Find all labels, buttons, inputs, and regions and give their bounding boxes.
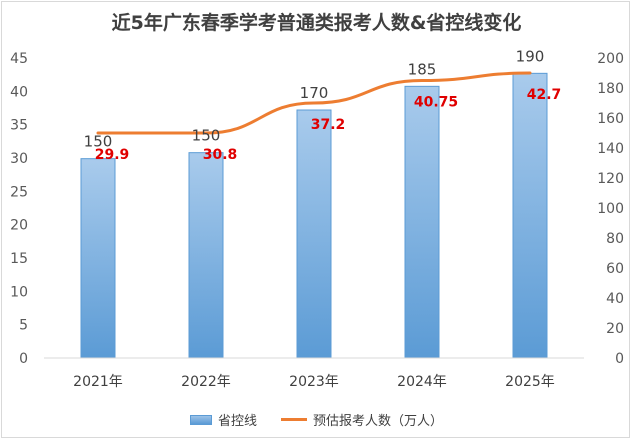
line-label: 42.7 xyxy=(527,87,562,103)
line-label: 30.8 xyxy=(203,147,238,163)
line-label: 29.9 xyxy=(95,147,130,163)
right-tick-label: 120 xyxy=(597,171,624,187)
line-label: 37.2 xyxy=(311,117,346,133)
right-tick-label: 100 xyxy=(597,201,624,217)
legend-item-bar: 省控线 xyxy=(189,410,257,429)
right-tick-label: 200 xyxy=(597,51,624,67)
right-tick-label: 180 xyxy=(597,81,624,97)
right-tick-label: 40 xyxy=(606,291,624,307)
x-tick-label: 2023年 xyxy=(289,374,339,390)
x-tick-label: 2024年 xyxy=(397,374,447,390)
right-tick-label: 0 xyxy=(615,351,624,367)
bar xyxy=(80,158,116,359)
line-label: 40.75 xyxy=(414,95,458,111)
left-tick-label: 15 xyxy=(10,251,28,267)
bar xyxy=(512,72,548,359)
bar-label: 190 xyxy=(516,47,545,65)
legend-item-line: 预估报考人数（万人） xyxy=(281,410,443,429)
bar-label: 150 xyxy=(84,133,113,151)
legend-line-label: 预估报考人数（万人） xyxy=(313,414,444,429)
left-tick-label: 45 xyxy=(10,51,28,67)
line-series xyxy=(96,71,532,135)
left-tick-label: 0 xyxy=(19,351,28,367)
left-tick-label: 40 xyxy=(10,84,28,100)
left-tick-label: 10 xyxy=(10,284,28,300)
x-tick-label: 2022年 xyxy=(181,374,231,390)
legend-bar-label: 省控线 xyxy=(217,414,257,429)
x-tick-label: 2025年 xyxy=(505,374,555,390)
right-tick-label: 140 xyxy=(597,141,624,157)
right-tick-label: 80 xyxy=(606,231,624,247)
bar-label: 185 xyxy=(408,60,437,78)
right-tick-label: 20 xyxy=(606,321,624,337)
left-tick-label: 5 xyxy=(19,318,28,334)
chart-title: 近5年广东春季学考普通类报考人数&省控线变化 xyxy=(111,12,522,34)
right-tick-label: 60 xyxy=(606,261,624,277)
x-tick-label: 2021年 xyxy=(73,374,123,390)
bar-label: 170 xyxy=(300,84,329,102)
left-tick-label: 25 xyxy=(10,184,28,200)
bar xyxy=(296,109,332,359)
bar xyxy=(404,85,440,359)
left-tick-label: 20 xyxy=(10,218,28,234)
right-tick-label: 160 xyxy=(597,111,624,127)
left-tick-label: 35 xyxy=(10,118,28,134)
legend: 省控线 预估报考人数（万人） xyxy=(0,410,633,429)
legend-line-swatch xyxy=(281,418,307,421)
left-tick-label: 30 xyxy=(10,151,28,167)
legend-bar-swatch xyxy=(189,414,212,425)
bar xyxy=(188,152,224,359)
bar-label: 150 xyxy=(192,127,221,145)
